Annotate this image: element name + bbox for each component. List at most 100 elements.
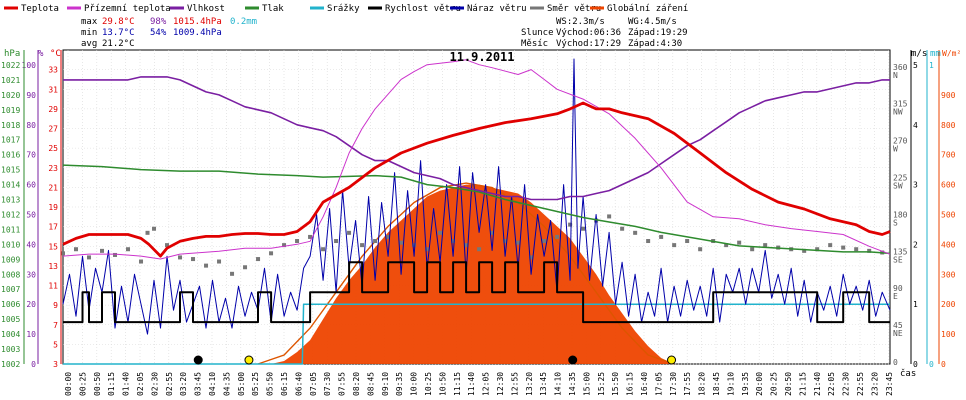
pressure-tick-label: 1006	[1, 300, 20, 309]
temperature-tick-label: 21	[48, 183, 58, 192]
chart-title: 11.9.2011	[449, 50, 514, 64]
humidity-tick-label: 70	[26, 151, 36, 160]
stat-wind-gust: WG:4.5m/s	[628, 17, 677, 27]
x-tick-label: 17:55	[683, 372, 692, 396]
legend-label: Srážky	[327, 4, 360, 14]
x-tick-label: 01:40	[122, 372, 131, 396]
x-tick-label: 08:20	[352, 372, 361, 396]
wind-direction-point	[529, 255, 534, 260]
humidity-unit-label: %	[38, 49, 44, 59]
legend-label: Přízemní teplota	[84, 4, 171, 14]
x-tick-label: 06:15	[280, 372, 289, 396]
humidity-tick-label: 40	[26, 240, 36, 249]
pressure-tick-label: 1010	[1, 240, 20, 249]
moonrise-marker	[568, 355, 578, 365]
wind-direction-compass-label: N	[893, 71, 898, 80]
wind-direction-point	[841, 245, 846, 250]
x-tick-label: 19:10	[726, 372, 735, 396]
wind-direction-point	[126, 247, 131, 252]
radiation-tick-label: 700	[941, 151, 956, 160]
x-tick-label: 22:05	[827, 372, 836, 396]
wind-direction-point	[724, 243, 729, 248]
pressure-tick-label: 1015	[1, 166, 20, 175]
pressure-tick-label: 1013	[1, 196, 20, 205]
x-tick-label: 07:55	[338, 372, 347, 396]
temperature-tick-label: 15	[48, 242, 58, 251]
wind-direction-point	[282, 243, 287, 248]
wind-direction-point	[516, 240, 521, 245]
temperature-tick-label: 7	[53, 321, 58, 330]
wind-direction-point	[737, 240, 742, 245]
pressure-tick-label: 1017	[1, 136, 20, 145]
radiation-tick-label: 200	[941, 300, 956, 309]
temperature-tick-label: 13	[48, 262, 58, 271]
x-tick-label: 08:45	[366, 372, 375, 396]
x-tick-label: 14:35	[568, 372, 577, 396]
x-tick-label: 02:05	[136, 372, 145, 396]
x-tick-label: 20:00	[755, 372, 764, 396]
sunrise-marker	[244, 355, 254, 365]
x-tick-label: 21:40	[813, 372, 822, 396]
wind-direction-point	[373, 239, 378, 244]
pressure-tick-label: 1020	[1, 91, 20, 100]
moonset-marker	[193, 355, 203, 365]
wind-direction-point	[763, 243, 768, 248]
wind-direction-compass-label: SE	[893, 255, 903, 264]
x-tick-label: 11:15	[453, 372, 462, 396]
x-tick-label: 00:00	[64, 372, 73, 396]
wind-direction-point	[243, 265, 248, 270]
wind-direction-point	[360, 243, 365, 248]
x-tick-label: 18:45	[712, 372, 721, 396]
x-tick-label: 17:05	[654, 372, 663, 396]
radiation-unit-label: W/m²	[942, 49, 961, 58]
temperature-tick-label: 19	[48, 203, 58, 212]
x-tick-label: 13:20	[525, 372, 534, 396]
wind-direction-point	[178, 255, 183, 260]
humidity-tick-label: 50	[26, 210, 36, 219]
humidity-tick-label: 100	[22, 61, 37, 70]
wind-direction-point	[802, 248, 807, 253]
wind-direction-point	[74, 247, 79, 252]
legend-label: Směr větru	[547, 4, 601, 14]
x-tick-label: 20:50	[784, 372, 793, 396]
x-tick-label: 18:20	[698, 372, 707, 396]
x-tick-label: 13:45	[539, 372, 548, 396]
humidity-tick-label: 60	[26, 181, 36, 190]
x-tick-label: 09:35	[395, 372, 404, 396]
wind-direction-point	[633, 230, 638, 235]
stat-wind-speed: WS:2.3m/s	[556, 17, 605, 27]
wind-direction-point	[555, 234, 560, 239]
radiation-tick-label: 0	[941, 360, 946, 369]
wind-direction-point	[308, 234, 313, 239]
wind-direction-point	[620, 226, 625, 231]
pressure-tick-label: 1008	[1, 270, 20, 279]
wind-direction-compass-label: E	[893, 292, 898, 301]
stat-max-label: max	[81, 17, 98, 27]
humidity-tick-label: 30	[26, 270, 36, 279]
wind-direction-point	[594, 218, 599, 223]
temperature-tick-label: 31	[48, 85, 58, 94]
temperature-tick-label: 29	[48, 105, 58, 114]
wind-direction-compass-label: W	[893, 145, 898, 154]
x-tick-label: 11:40	[467, 372, 476, 396]
legend-label: Tlak	[262, 4, 284, 14]
wind-speed-tick-label: 3	[913, 181, 918, 190]
wind-direction-point	[230, 271, 235, 276]
pressure-tick-label: 1011	[1, 225, 20, 234]
wind-speed-tick-label: 5	[913, 61, 918, 70]
series-ground-temperature	[62, 59, 891, 260]
wind-direction-point	[61, 251, 65, 256]
wind-direction-point	[503, 239, 508, 244]
wind-direction-point	[607, 214, 612, 219]
wind-direction-tick-label: 180	[893, 210, 908, 219]
series-radiation-area	[63, 184, 890, 364]
x-tick-label: 03:45	[194, 372, 203, 396]
x-tick-label: 00:25	[78, 372, 87, 396]
rain-tick-label: 1	[929, 61, 934, 70]
wind-direction-point	[854, 247, 859, 252]
wind-direction-point	[334, 239, 339, 244]
x-tick-label: 16:15	[626, 372, 635, 396]
wind-speed-unit-label: m/s	[911, 49, 927, 59]
wind-direction-point	[867, 248, 872, 253]
wind-speed-tick-label: 2	[913, 240, 918, 249]
